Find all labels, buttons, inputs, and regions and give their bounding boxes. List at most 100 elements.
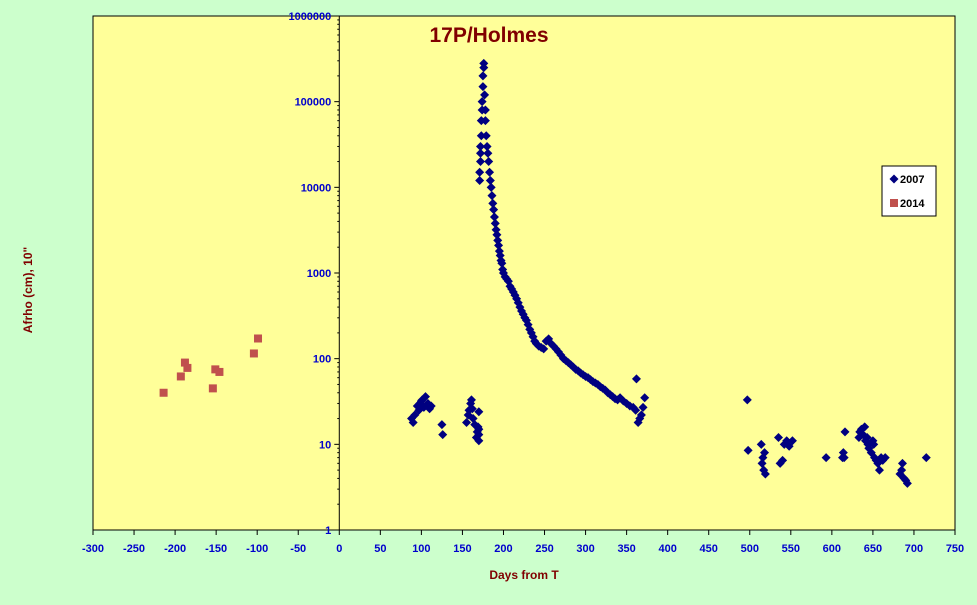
data-point-2007 [478,82,488,92]
data-point-2007 [475,157,485,167]
data-point-2007 [481,131,491,141]
y-tick-label: 1000 [307,268,331,280]
data-point-2007 [478,71,488,81]
data-point-2007 [438,430,448,440]
data-point-2007 [742,395,752,405]
x-tick-label: 600 [823,543,841,555]
data-point-2014 [249,349,258,358]
data-point-2007 [483,148,493,158]
x-tick-label: -100 [246,543,268,555]
data-point-2014 [254,334,263,343]
data-point-2007 [489,212,499,222]
y-tick-label: 1 [325,525,331,537]
data-point-2007 [485,176,495,186]
series-2014 [159,334,263,397]
data-point-2007 [757,458,767,468]
plot-area [92,15,956,531]
data-point-2007 [479,58,489,68]
data-point-2007 [921,453,931,463]
x-tick-label: -50 [290,543,306,555]
data-point-2007 [437,420,447,430]
data-point-2007 [787,436,797,446]
x-tick-label: 150 [453,543,471,555]
data-point-2007 [475,141,485,151]
data-point-2007 [869,439,879,449]
data-point-2007 [778,455,788,465]
x-tick-label: 300 [576,543,594,555]
y-tick-label: 10 [319,439,331,451]
data-point-2007 [860,422,870,432]
data-point-2007 [462,417,472,427]
data-point-2007 [476,131,486,141]
y-tick-label: 10000 [301,182,332,194]
data-point-2007 [897,458,907,468]
data-point-2007 [426,401,436,411]
data-point-2014 [176,372,185,381]
data-point-2007 [484,157,494,167]
data-point-2007 [897,465,907,475]
x-tick-label: -250 [123,543,145,555]
data-point-2014 [215,367,224,376]
data-point-2007 [477,97,487,107]
data-point-2007 [490,218,500,228]
data-point-2007 [475,148,485,158]
data-point-2007 [467,404,477,414]
data-point-2007 [638,402,648,412]
series-2007 [407,58,931,488]
data-point-2007 [497,258,507,268]
y-tick-label: 100000 [295,97,332,109]
data-point-2007 [466,395,476,405]
data-point-2007 [880,453,890,463]
chart-axes: 1 10 100 1000 10000 100000 1000000 -300 -250 -200… [82,11,964,555]
data-point-2007 [482,141,492,151]
data-point-2007 [488,198,498,208]
data-point-2007 [408,417,418,427]
data-point-2007 [902,478,912,488]
y-tick-label: 1000000 [288,11,331,23]
data-point-2007 [420,392,430,402]
data-point-2014 [159,388,168,397]
data-point-2007 [631,374,641,384]
data-point-2007 [494,240,504,250]
x-tick-label: 0 [336,543,342,555]
legend-label-2007: 2007 [900,174,924,186]
data-point-2007 [640,393,650,403]
data-point-2014 [211,365,220,374]
legend-label-2014: 2014 [900,198,925,210]
data-point-2007 [760,448,770,458]
y-axis-label: Afrho (cm), 10" [21,247,35,333]
x-tick-label: 50 [374,543,386,555]
data-point-2007 [773,433,783,443]
data-point-2007 [474,430,484,440]
chart-marks [159,58,931,488]
data-point-2007 [821,453,831,463]
data-point-2007 [760,469,770,479]
data-point-2007 [495,251,505,261]
data-point-2007 [486,182,496,192]
data-point-2007 [474,424,484,434]
data-point-2007 [539,344,549,354]
x-axis-label: Days from T [489,568,559,582]
x-tick-label: 650 [864,543,882,555]
data-point-2014 [183,363,192,372]
legend-box [881,165,937,217]
data-point-2007 [480,116,490,126]
x-tick-label: 350 [617,543,635,555]
data-point-2007 [474,407,484,417]
data-point-2014 [180,358,189,367]
x-tick-label: -200 [164,543,186,555]
data-point-2007 [480,90,490,100]
x-tick-label: -150 [205,543,227,555]
x-tick-label: 750 [946,543,964,555]
data-point-2007 [631,405,641,415]
data-point-2007 [475,176,485,186]
x-tick-label: -300 [82,543,104,555]
data-point-2007 [480,105,490,115]
x-tick-label: 100 [412,543,430,555]
x-tick-label: 450 [700,543,718,555]
legend-marker-2007 [889,174,899,184]
x-tick-label: 700 [905,543,923,555]
data-point-2007 [487,191,497,201]
